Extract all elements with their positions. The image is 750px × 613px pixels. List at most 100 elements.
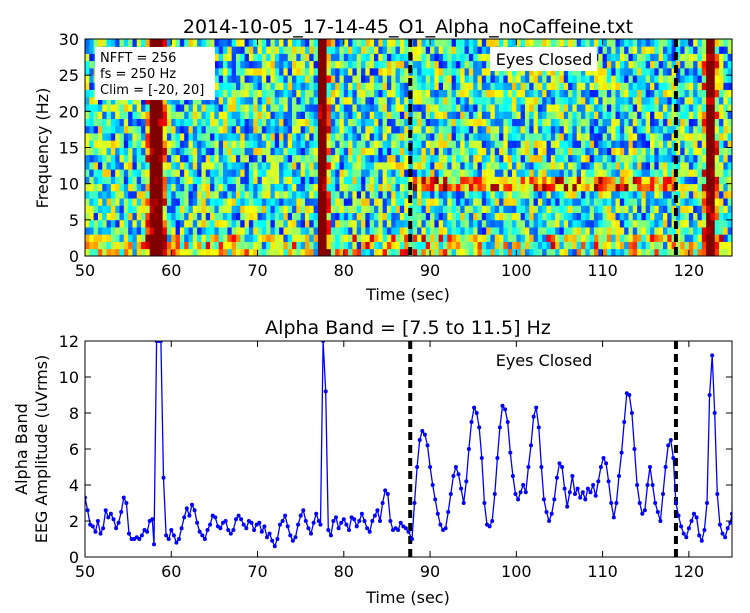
spectrogram-cell xyxy=(723,53,729,62)
spectrogram-cell xyxy=(313,89,319,98)
spectrogram-cell xyxy=(417,234,422,242)
spectrogram-cell xyxy=(248,190,254,199)
spectrogram-cell xyxy=(391,75,396,83)
spectrogram-cell xyxy=(300,53,306,62)
spectrogram-cell xyxy=(490,140,496,148)
spectrogram-cell xyxy=(313,227,319,235)
spectrogram-cell xyxy=(434,198,440,206)
spectrogram-cell xyxy=(313,183,319,192)
spectrogram-cell xyxy=(447,169,453,177)
spectrogram-cell xyxy=(460,67,465,76)
spectrogram-cell xyxy=(404,241,409,250)
spectrogram-cell xyxy=(447,39,453,47)
spectrogram-cell xyxy=(628,89,634,98)
spectrogram-cell xyxy=(378,140,384,148)
alpha-x-tick-label: 120 xyxy=(674,562,705,581)
spectrogram-cell xyxy=(296,234,302,242)
spectrogram-cell xyxy=(171,39,176,47)
spectrogram-cell xyxy=(520,89,526,98)
spectrogram-cell xyxy=(292,133,297,141)
spectrogram-cell xyxy=(529,161,534,170)
spectrogram-cell xyxy=(270,133,276,141)
spectrogram-cell xyxy=(464,96,470,105)
alpha-series-point xyxy=(684,535,689,540)
spectrogram-cell xyxy=(701,176,707,185)
spectrogram-cell xyxy=(490,125,496,134)
spectrogram-cell xyxy=(171,183,176,192)
alpha-series-point xyxy=(218,526,223,531)
spectrogram-cell xyxy=(417,147,422,156)
spectrogram-cell xyxy=(507,154,513,163)
spectrogram-cell xyxy=(464,60,470,69)
spectrogram-cell xyxy=(179,39,185,47)
spectrogram-cell xyxy=(227,190,233,199)
spectrogram-cell xyxy=(227,169,233,177)
alpha-event-lines xyxy=(408,341,678,557)
alpha-series-point xyxy=(205,528,210,532)
spectrogram-cell xyxy=(412,198,418,206)
spectrogram-cell xyxy=(166,234,172,242)
spectrogram-cell xyxy=(248,198,254,206)
alpha-series-point xyxy=(121,495,126,500)
spectrogram-cell xyxy=(632,161,638,170)
spectrogram-cell xyxy=(386,190,392,199)
spectrogram-cell xyxy=(503,241,509,250)
spectrogram-cell xyxy=(89,234,95,242)
spectrogram-cell xyxy=(464,111,470,119)
spectrogram-cell xyxy=(102,161,107,170)
spectrogram-cell xyxy=(662,75,668,83)
spectrogram-cell xyxy=(270,212,276,221)
spectrogram-cell xyxy=(386,96,392,105)
spectrogram-cell xyxy=(322,147,327,156)
spectrogram-cell xyxy=(675,248,681,256)
spectrogram-cell xyxy=(719,154,724,163)
spectrogram-cell xyxy=(296,248,302,256)
spectrogram-cell xyxy=(240,176,245,185)
spectrogram-cell xyxy=(576,147,582,156)
spectrogram-cell xyxy=(231,154,237,163)
spectrogram-cell xyxy=(352,147,358,156)
spectrogram-cell xyxy=(309,39,315,47)
spectrogram-cell xyxy=(223,183,228,192)
spectrogram-cell xyxy=(581,75,586,83)
spectrogram-cell xyxy=(512,219,517,228)
spectrogram-cell xyxy=(326,111,332,119)
spectrogram-cell xyxy=(106,205,112,213)
spectrogram-cell xyxy=(533,190,539,199)
alpha-series-point xyxy=(272,544,277,549)
spectrogram-cell xyxy=(317,60,323,69)
spectrogram-cell xyxy=(175,147,181,156)
spectrogram-cell xyxy=(723,67,729,76)
spectrogram-cell xyxy=(606,125,612,134)
spectrogram-cell xyxy=(128,104,133,112)
spectrogram-cell xyxy=(149,111,155,119)
spectrogram-cell xyxy=(352,104,358,112)
spectrogram-cell xyxy=(425,67,431,76)
spectrogram-cell xyxy=(361,104,366,112)
spectrogram-cell xyxy=(637,140,642,148)
spectrogram-cell xyxy=(537,111,543,119)
spectrogram-cell xyxy=(352,75,358,83)
spectrogram-cell xyxy=(680,89,685,98)
spectrogram-cell xyxy=(550,67,556,76)
spectrogram-cell xyxy=(369,133,375,141)
spectrogram-cell xyxy=(481,39,487,47)
spectrogram-cell xyxy=(348,39,353,47)
spectrogram-cell xyxy=(593,169,599,177)
spectrogram-cell xyxy=(253,234,258,242)
spectrogram-cell xyxy=(313,39,319,47)
spectrogram-cell xyxy=(684,125,690,134)
spectrogram-cell xyxy=(455,183,461,192)
spectrogram-cell xyxy=(171,169,176,177)
spectrogram-cell xyxy=(115,227,120,235)
spectrogram-cell xyxy=(417,183,422,192)
spectrogram-cell xyxy=(309,60,315,69)
spectrogram-cell xyxy=(520,140,526,148)
spectrogram-cell xyxy=(89,161,95,170)
spectrogram-cell xyxy=(464,104,470,112)
spectrogram-cell xyxy=(335,190,340,199)
spectrogram-cell xyxy=(684,75,690,83)
spectrogram-cell xyxy=(598,46,603,54)
alpha-series-point xyxy=(508,450,513,455)
spectrogram-cell xyxy=(352,176,358,185)
